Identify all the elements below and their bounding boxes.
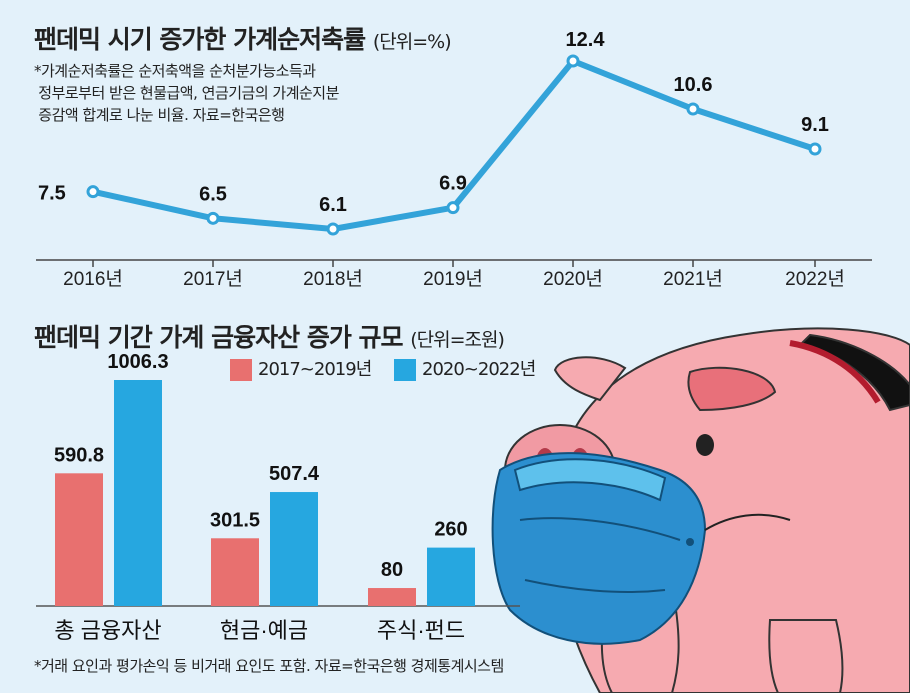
data-point [566,54,580,68]
top-chart-note-line: *가계순저축률은 순저축액을 순처분가능소득과 [34,62,316,80]
bar [368,588,416,606]
bar-value-label: 507.4 [269,463,320,485]
bar [427,547,475,606]
legend-swatch [394,359,416,381]
bar-value-label: 1006.3 [107,351,168,373]
bottom-chart-unit: (단위=조원) [410,329,505,351]
data-point [446,201,460,215]
bar-value-label: 590.8 [54,444,104,466]
bottom-chart-title-row: 팬데믹 기간 가계 금융자산 증가 규모 (단위=조원) [34,318,505,354]
top-chart-note-line: 증감액 합계로 나눈 비율. 자료=한국은행 [34,106,285,124]
top-chart-title-row: 팬데믹 시기 증가한 가계순저축률 (단위=%) [34,20,452,56]
top-chart-title: 팬데믹 시기 증가한 가계순저축률 [34,25,366,54]
data-point [86,185,100,199]
bar-legend: 2017~2019년 2020~2022년 [230,355,536,381]
bar-value-label: 301.5 [210,509,260,531]
data-label: 6.5 [199,183,227,205]
x-tick-label: 2016년 [63,268,123,290]
data-label: 6.1 [319,194,347,216]
data-label: 10.6 [674,74,713,96]
bar-value-label: 80 [381,559,403,581]
data-label: 6.9 [439,173,467,195]
legend-item: 2020~2022년 [394,359,536,381]
bar [270,492,318,606]
category-label: 현금·예금 [220,618,308,643]
top-chart-note: *가계순저축률은 순저축액을 순처분가능소득과 정부로부터 받은 현물급액, 연… [34,60,339,126]
data-point [326,222,340,236]
x-tick-label: 2020년 [543,268,603,290]
x-tick-label: 2021년 [663,268,723,290]
legend-swatch [230,359,252,381]
x-tick-label: 2019년 [423,268,483,290]
top-chart-note-line: 정부로부터 받은 현물급액, 연금기금의 가계순지분 [34,84,339,102]
data-point [808,142,822,156]
bottom-chart-footnote: *거래 요인과 평가손익 등 비거래 요인도 포함. 자료=한국은행 경제통계시… [34,657,504,675]
x-tick-label: 2022년 [785,268,845,290]
legend-label: 2020~2022년 [422,359,536,380]
top-chart-unit: (단위=%) [372,31,452,53]
data-point [206,211,220,225]
data-label: 7.5 [38,183,66,205]
bar [211,538,259,606]
legend-item: 2017~2019년 [230,359,376,381]
category-label: 총 금융자산 [54,618,161,643]
x-tick-label: 2018년 [303,268,363,290]
data-label: 9.1 [801,114,829,136]
bottom-chart-title: 팬데믹 기간 가계 금융자산 증가 규모 [34,323,404,352]
bar-value-label: 260 [434,519,467,541]
data-point [686,102,700,116]
bar [55,473,103,606]
x-tick-label: 2017년 [183,268,243,290]
legend-label: 2017~2019년 [258,359,372,380]
line-chart: 2016년 2017년 2018년 2019년 2020년 2021년 2022년 7.5 6.… [36,29,872,290]
category-label: 주식·펀드 [377,618,465,643]
data-label: 12.4 [566,29,606,51]
bar [114,380,162,606]
